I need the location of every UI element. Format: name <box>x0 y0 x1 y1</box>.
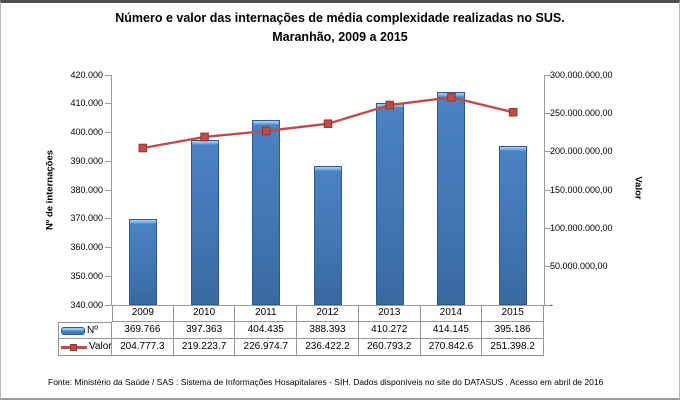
left-axis-tick-label: 350.000 <box>70 270 103 281</box>
line-legend-swatch <box>61 343 87 352</box>
left-axis-tick <box>105 218 111 220</box>
left-axis-tick-label: 340.000 <box>70 299 103 310</box>
left-axis-tick <box>105 247 111 248</box>
bar <box>314 165 342 305</box>
value-cell: 251.398.2 <box>482 339 544 356</box>
year-cell: 2010 <box>173 305 236 322</box>
left-axis-tick-label: 360.000 <box>70 242 103 252</box>
right-axis-tick <box>545 266 551 268</box>
bar <box>252 119 281 305</box>
value-cell: 236.422.2 <box>297 339 359 356</box>
bar <box>437 91 466 305</box>
bar <box>128 219 157 305</box>
left-axis-tick <box>105 103 111 105</box>
year-cell: 2011 <box>235 305 298 322</box>
value-cell: 404.435 <box>235 322 298 339</box>
legend-line-marker <box>70 343 77 351</box>
plot-area <box>111 75 545 306</box>
left-axis-tick-label: 380.000 <box>70 184 103 195</box>
year-cell: 2009 <box>112 305 174 322</box>
right-axis-tick-label: 200.000.000,00 <box>550 146 613 157</box>
chart-title: Número e valor das internações de média … <box>1 9 679 47</box>
right-axis-tick-label: 50.000.000,00 <box>550 261 608 272</box>
right-axis-tick-label: 250.000.000,00 <box>550 107 613 118</box>
value-cell: 369.766 <box>112 322 174 339</box>
right-axis-title: Valor <box>632 176 644 200</box>
value-cell: 414.145 <box>420 322 483 339</box>
right-axis-tick <box>545 189 551 191</box>
chart-title-line2: Maranhão, 2009 a 2015 <box>272 30 408 44</box>
left-axis-tick <box>105 74 111 76</box>
bar <box>375 102 404 305</box>
right-axis-tick-label: 150.000.000,00 <box>550 184 613 195</box>
right-axis-tick <box>545 112 551 114</box>
left-axis-tick-label: 390.000 <box>70 155 103 166</box>
data-table: 2009 2010 2011 2012 2013 2014 2015 Nº 369.766 397… <box>58 305 544 356</box>
right-axis-tick <box>545 151 551 153</box>
right-axis-tick <box>545 227 551 229</box>
value-cell: 260.793.2 <box>358 339 421 356</box>
year-cell: 2012 <box>297 305 359 322</box>
left-axis-tick-label: 370.000 <box>70 213 103 224</box>
value-cell: 388.393 <box>297 322 359 339</box>
year-cell: 2013 <box>358 305 421 322</box>
table-corner-empty <box>58 305 112 322</box>
left-axis-tick-label: 420.000 <box>70 69 103 80</box>
left-axis-title: Nº de internações <box>44 149 56 231</box>
year-cell: 2014 <box>420 305 483 322</box>
left-axis-tick <box>105 132 111 133</box>
legend-cell-numero: Nº <box>58 322 112 339</box>
left-axis-tick <box>105 189 111 191</box>
line-marker-square <box>138 143 148 153</box>
source-footnote: Fonte: Ministério da Saúde / SAS : Siste… <box>48 377 604 387</box>
value-cell: 226.974.7 <box>235 339 298 356</box>
chart-title-line1: Número e valor das internações de média … <box>115 11 565 25</box>
right-axis-tick-label: 100.000.000,00 <box>550 222 613 233</box>
right-axis-tick <box>545 304 551 306</box>
value-cell: 410.272 <box>358 322 421 339</box>
left-axis-tick <box>105 160 111 162</box>
right-axis-tick <box>545 74 551 76</box>
line-marker-square <box>323 119 333 129</box>
legend-label: Valor <box>89 341 112 352</box>
value-cell: 395.186 <box>482 322 544 339</box>
left-axis-tick <box>105 275 111 277</box>
value-cell: 219.223.7 <box>173 339 236 356</box>
left-axis-tick-label: 400.000 <box>70 127 103 137</box>
bar-legend-swatch <box>61 326 85 335</box>
bar <box>499 146 528 305</box>
bar <box>190 140 219 305</box>
year-cell: 2015 <box>482 305 544 322</box>
value-cell: 397.363 <box>173 322 236 339</box>
line-marker-square <box>508 107 518 117</box>
legend-label: Nº <box>87 324 98 336</box>
left-axis-tick-label: 410.000 <box>70 98 103 109</box>
value-cell: 270.842.6 <box>420 339 483 356</box>
right-axis-tick-label: 300.000.000,00 <box>550 69 613 80</box>
right-axis-tick-label: - <box>550 299 553 310</box>
legend-cell-valor: Valor <box>58 339 112 356</box>
value-cell: 204.777.3 <box>112 339 174 356</box>
left-axis-tick <box>105 304 111 306</box>
